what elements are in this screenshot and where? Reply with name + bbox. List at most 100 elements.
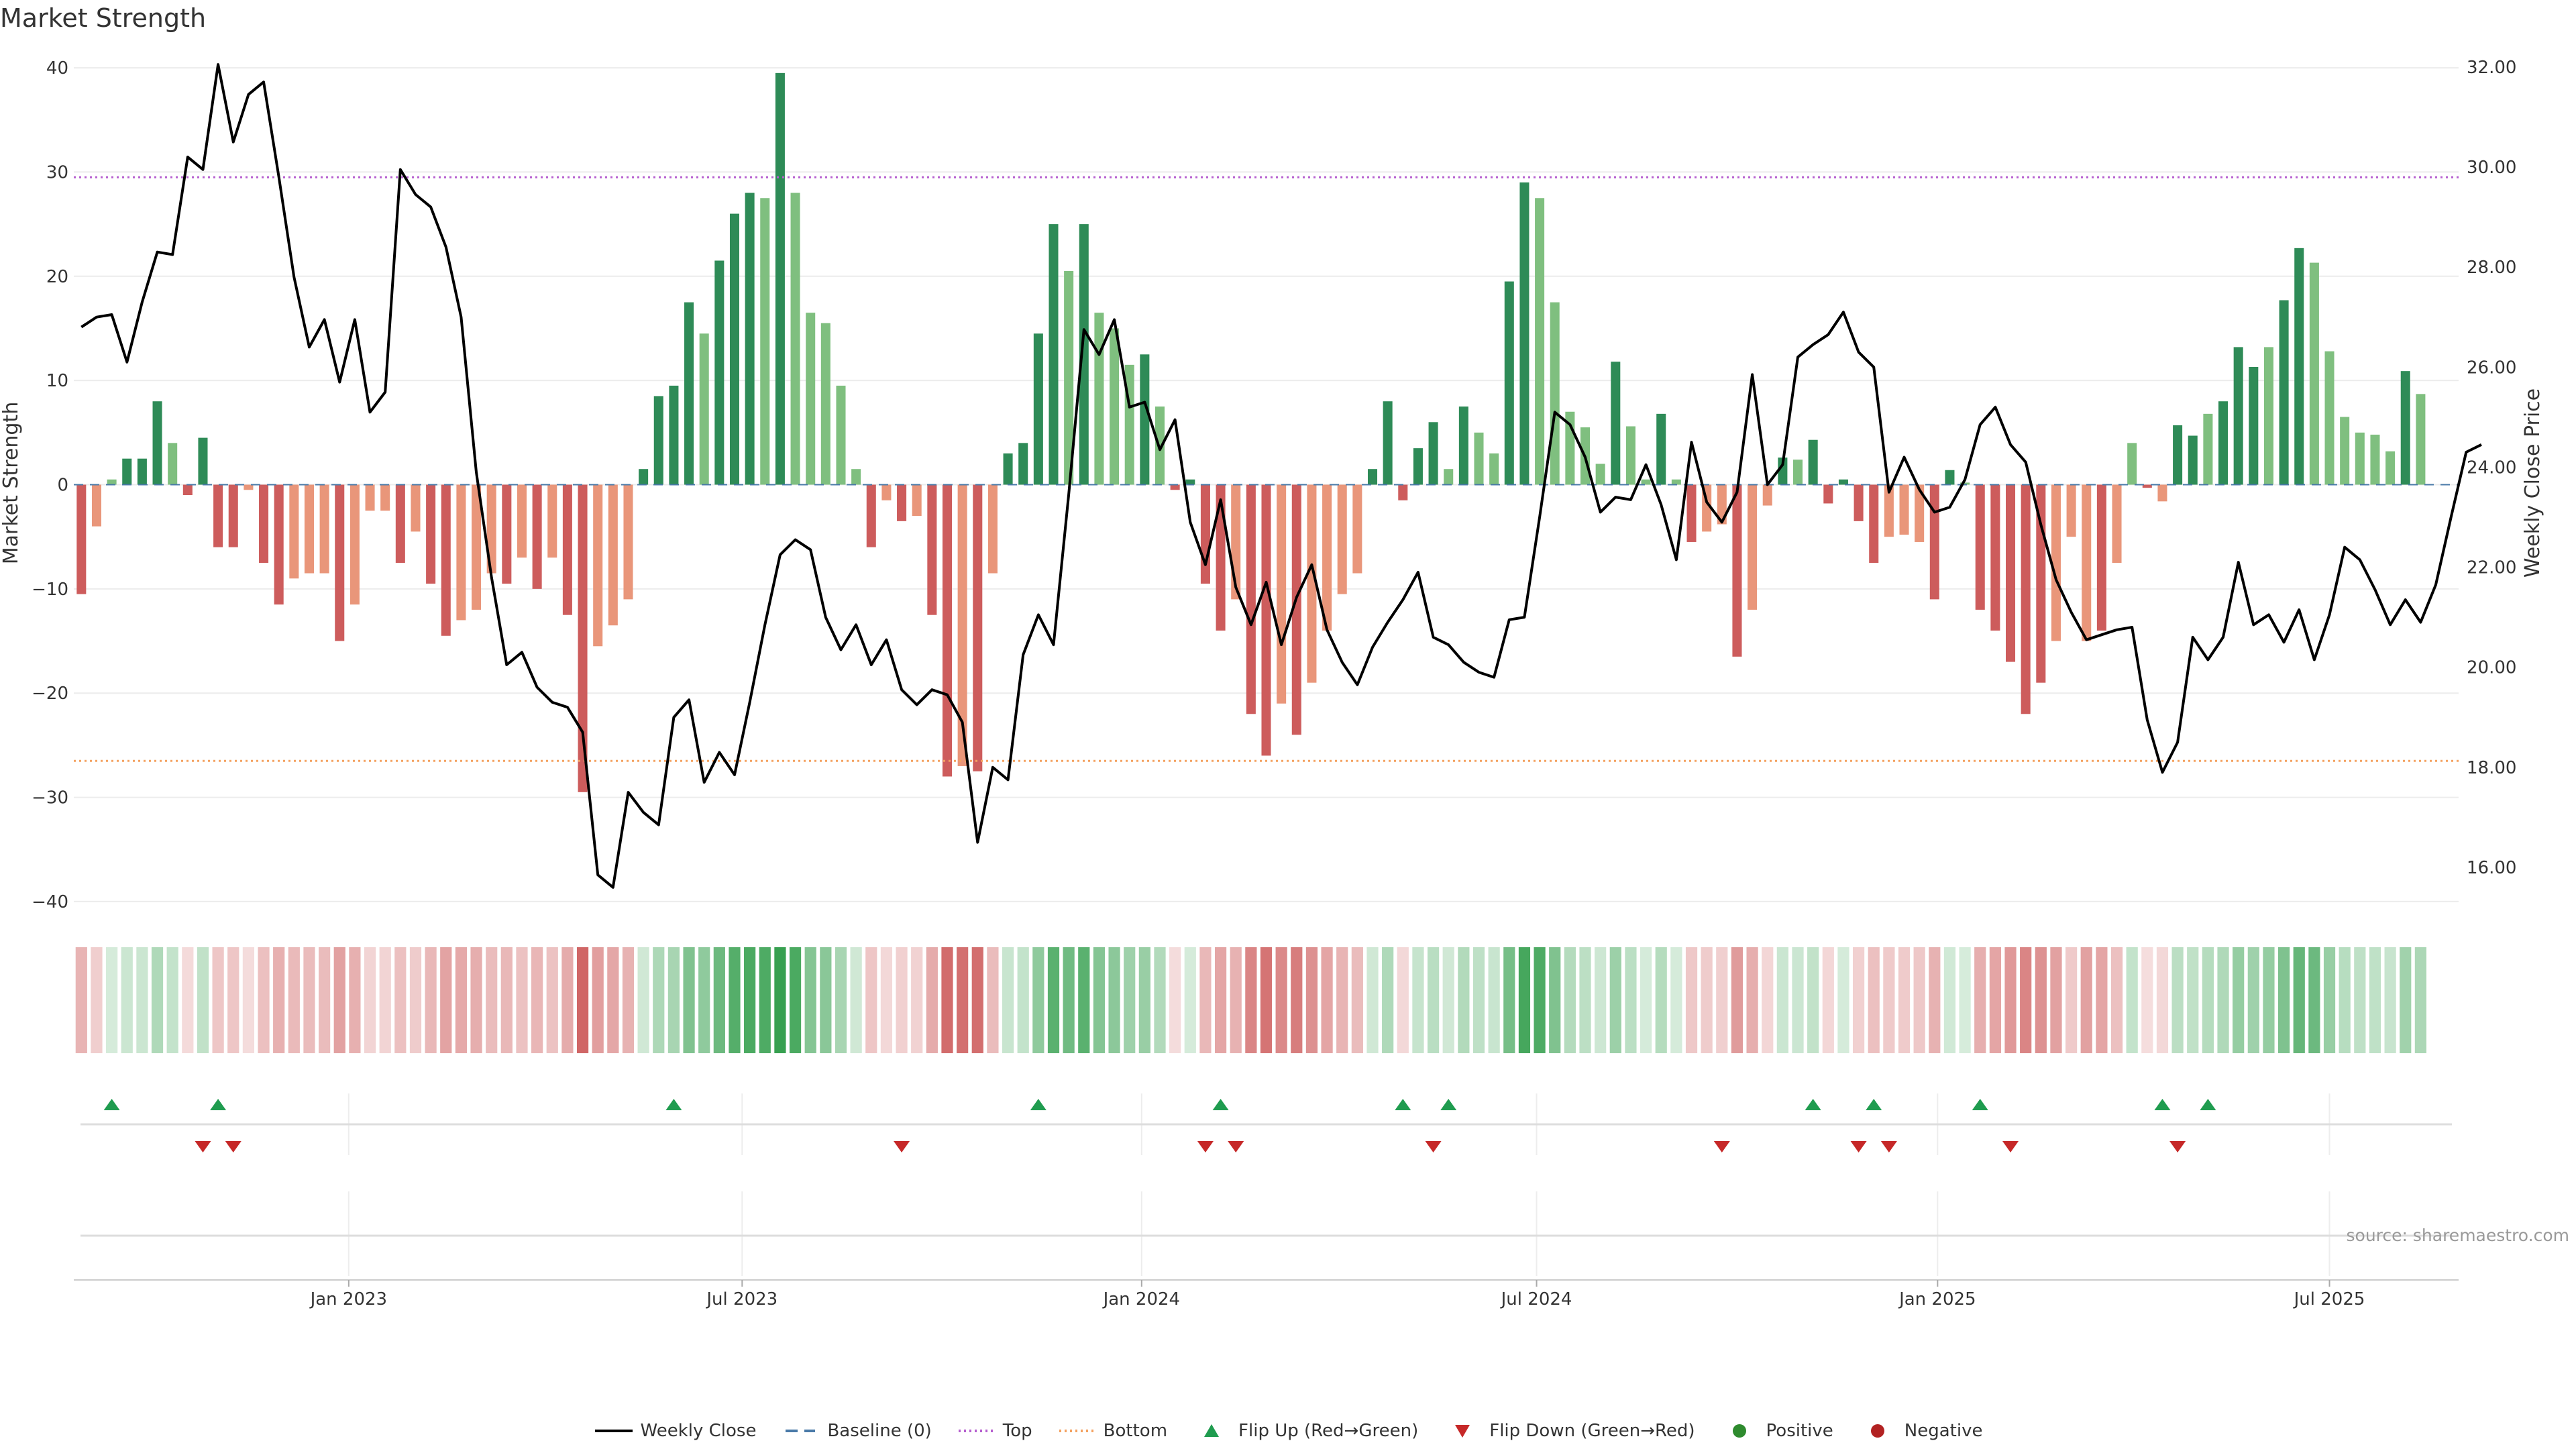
flip-down-marker <box>1228 1141 1244 1152</box>
right-tick-label: 28.00 <box>2467 258 2516 278</box>
heat-cell <box>2171 947 2184 1053</box>
heat-cell <box>1124 947 1136 1053</box>
heat-cell <box>1670 947 1682 1053</box>
strength-bar <box>2173 425 2183 485</box>
strength-bar <box>2188 435 2198 485</box>
strength-bar <box>395 484 405 564</box>
strength-bar <box>365 484 375 511</box>
heat-cell <box>2354 947 2366 1053</box>
strength-bar <box>1079 224 1089 485</box>
heat-cell <box>1974 947 1986 1053</box>
strength-bar <box>472 484 482 610</box>
strength-bar <box>1899 484 1909 535</box>
heat-cell <box>850 947 862 1053</box>
heat-cell <box>1412 947 1424 1053</box>
strength-bar <box>562 484 572 615</box>
heat-cell <box>2369 947 2381 1053</box>
strength-bar <box>1094 313 1104 485</box>
strength-bar <box>593 484 603 647</box>
heat-cell <box>1199 947 1212 1053</box>
strength-bar <box>1322 484 1332 631</box>
heat-cell <box>531 947 543 1053</box>
heat-cell <box>607 947 619 1053</box>
heat-cell <box>1655 947 1667 1053</box>
strength-bar <box>228 484 238 547</box>
strength-bar <box>2127 443 2137 485</box>
flip-up-marker <box>665 1099 682 1110</box>
heat-cell <box>1245 947 1257 1053</box>
strength-bar <box>2400 371 2410 485</box>
heat-cell <box>1685 947 1698 1053</box>
flip-up-marker <box>1805 1099 1821 1110</box>
strength-bar <box>1140 354 1150 485</box>
heat-cell <box>1534 947 1546 1053</box>
heat-cell <box>1731 947 1743 1053</box>
heat-cell <box>957 947 969 1053</box>
x-axis: Jan 2023 Jul 2023 Jan 2024 Jul 2024 Jan 2025… <box>74 1279 2459 1309</box>
strength-bar <box>1717 484 1727 525</box>
heat-cell <box>1959 947 1971 1053</box>
flip-up-marker <box>1440 1099 1457 1110</box>
heat-cell <box>227 947 239 1053</box>
flip-down-marker <box>1713 1141 1730 1152</box>
heat-cell <box>1989 947 2001 1053</box>
flip-down-marker <box>1197 1141 1214 1152</box>
heat-cell <box>2247 947 2259 1053</box>
flip-down-marker <box>2169 1141 2186 1152</box>
strength-bar <box>790 193 800 485</box>
strength-bar <box>1929 484 1939 600</box>
strength-bar <box>2021 484 2031 714</box>
heat-cell <box>713 947 725 1053</box>
flip-down-marker <box>2002 1141 2019 1152</box>
legend-label: Negative <box>1904 1421 1983 1441</box>
strength-bar <box>244 484 254 490</box>
strength-bar <box>486 484 496 574</box>
heat-cell <box>2277 947 2290 1053</box>
strength-bar <box>1535 198 1545 485</box>
heat-cell <box>440 947 452 1053</box>
strength-bar <box>2203 413 2213 485</box>
strength-bar <box>866 484 876 547</box>
heat-cell <box>197 947 209 1053</box>
legend-item: Negative <box>1858 1421 1983 1441</box>
heat-cell <box>622 947 635 1053</box>
heat-cell <box>1138 947 1150 1053</box>
heat-cell <box>865 947 877 1053</box>
strength-bar <box>1033 333 1043 485</box>
strength-bar <box>775 72 785 485</box>
heat-cell <box>2004 947 2017 1053</box>
strength-bar <box>2142 484 2152 488</box>
strength-bar <box>1519 182 1529 485</box>
strength-bar <box>2355 432 2365 485</box>
right-tick-label: 26.00 <box>2467 358 2516 378</box>
flip-up-marker <box>1030 1099 1046 1110</box>
right-tick-label: 24.00 <box>2467 458 2516 478</box>
strength-bar <box>259 484 269 564</box>
strength-bar <box>2324 351 2334 485</box>
heat-cell <box>303 947 315 1053</box>
heat-cell <box>151 947 164 1053</box>
heat-cell <box>516 947 528 1053</box>
strength-bar <box>1246 484 1256 714</box>
heat-cell <box>1852 947 1865 1053</box>
strength-bar <box>137 458 147 485</box>
heat-cell <box>1518 947 1531 1053</box>
strength-bar <box>1261 484 1271 756</box>
strength-bar <box>350 484 360 605</box>
strength-bar <box>304 484 314 574</box>
strength-bar <box>1823 484 1833 504</box>
legend-item: Positive <box>1719 1421 1833 1441</box>
heat-cell <box>1595 947 1607 1053</box>
legend-label: Flip Down (Green→Red) <box>1489 1421 1695 1441</box>
strength-bar <box>213 484 223 547</box>
heat-cell <box>1579 947 1591 1053</box>
strength-bar <box>729 213 740 485</box>
heat-cell <box>1776 947 1788 1053</box>
strength-bars <box>76 72 2426 792</box>
heat-cell <box>1762 947 1774 1053</box>
heat-cell <box>1549 947 1561 1053</box>
strength-bar <box>1808 439 1818 485</box>
strength-bar <box>1018 443 1028 485</box>
heat-cell <box>75 947 87 1053</box>
heat-cell <box>364 947 376 1053</box>
